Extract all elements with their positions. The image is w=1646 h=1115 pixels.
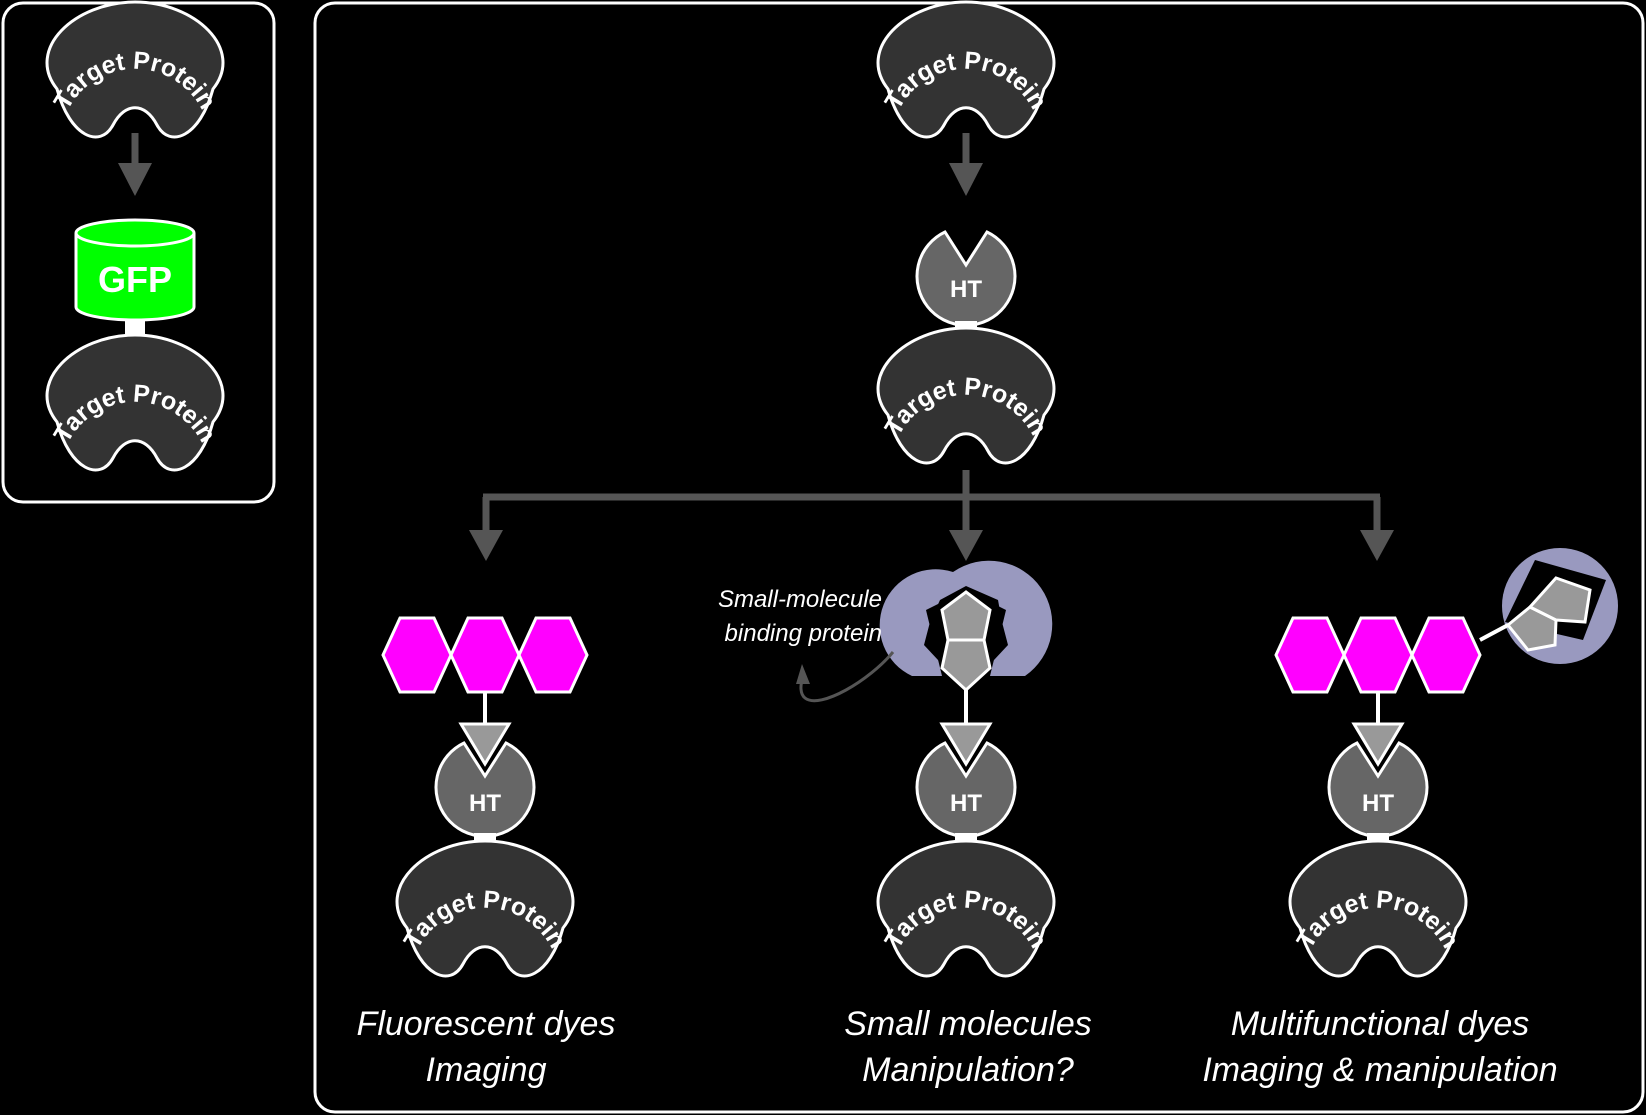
gfp-label: GFP [98,259,172,300]
gfp-barrel: GFP [74,218,196,322]
branch3-ht-tag: HT [1327,741,1429,838]
svg-text:HT: HT [950,276,982,303]
branch2-ht-tag: HT [915,741,1017,838]
multifunctional-dye [1274,576,1592,724]
branch3-caption-line1: Multifunctional dyes [1231,1005,1530,1043]
top-ht-tag: HT [915,230,1017,327]
branch3-caption-line2: Imaging & manipulation [1202,1051,1557,1089]
binding-note-line1: Small-molecule [718,586,882,613]
branch1-ht-tag: HT [434,741,536,838]
top-down-arrow [949,133,983,196]
binding-note-line2: binding protein [725,620,882,647]
branch3-target-protein: Target Protein [1288,839,1468,978]
small-molecule-ligand [940,590,992,724]
branch1-target-protein: Target Protein [395,839,575,978]
svg-text:HT: HT [950,790,982,817]
fluorescent-dye [381,616,589,724]
branch2-caption-line2: Manipulation? [862,1051,1074,1089]
left-bottom-target-protein: Target Protein [45,333,225,472]
branch2-caption-line1: Small molecules [844,1005,1092,1043]
top-ht-target-protein: Target Protein [876,326,1056,465]
branch1-caption-line1: Fluorescent dyes [357,1005,616,1043]
svg-text:HT: HT [469,790,501,817]
branch-connector [469,470,1394,561]
left-top-target-protein: Target Protein [45,0,225,139]
branch1-caption-line2: Imaging [426,1051,547,1089]
svg-text:HT: HT [1362,790,1394,817]
top-target-protein: Target Protein [876,0,1056,139]
left-down-arrow [118,133,152,196]
binding-note-pointer [796,651,895,703]
branch2-target-protein: Target Protein [876,839,1056,978]
